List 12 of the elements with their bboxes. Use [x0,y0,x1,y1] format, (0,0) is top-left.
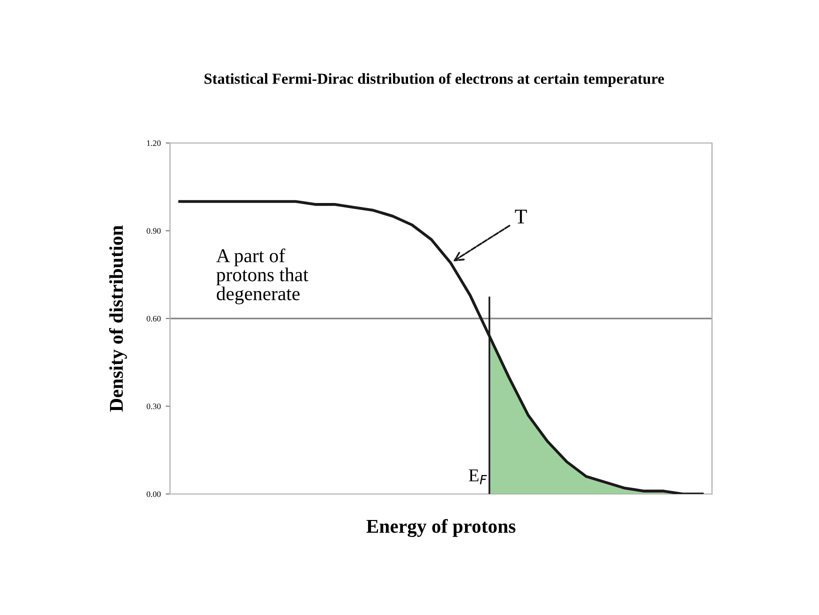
y-tick-label: 0.30 [146,404,161,410]
annotation: E$_{F}$ [468,469,487,484]
y-tick-label: 0.60 [146,316,161,322]
annotation: T [514,210,527,224]
y-tick-label: 0.00 [146,491,161,498]
y-tick-label: 1.20 [147,140,161,146]
annotation: A part of protons that degenerate [216,248,308,304]
chart-title: Statistical Fermi-Dirac distribution of electrons at certain temperature [204,72,664,88]
y-tick-label: 0.90 [146,228,161,234]
line-series [178,200,704,494]
x-axis-title: Energy of protons [366,519,516,537]
y-axis-title: Density of distribution [109,225,127,412]
